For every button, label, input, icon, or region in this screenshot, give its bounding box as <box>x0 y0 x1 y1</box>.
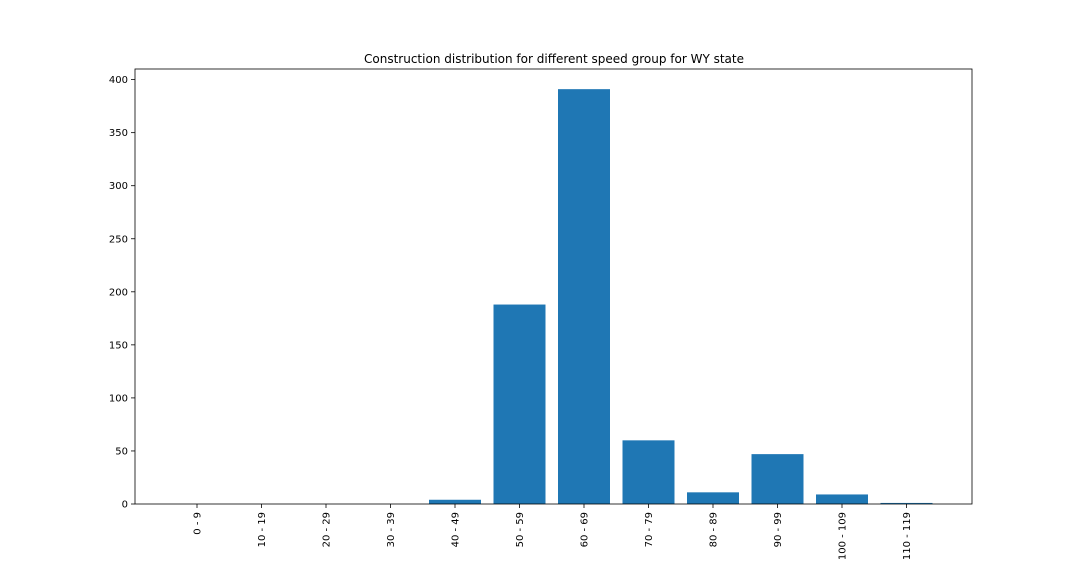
x-tick-label: 30 - 39 <box>386 512 397 547</box>
y-tick-label: 150 <box>109 340 128 351</box>
x-axis: 0 - 9 10 - 19 20 - 29 30 - 39 40 - 49 50 - 59… <box>193 504 913 560</box>
bar-40-49 <box>429 499 481 504</box>
bar-100-109 <box>816 494 868 504</box>
y-tick-label: 300 <box>109 181 128 192</box>
y-tick-label: 200 <box>109 287 128 298</box>
x-tick-label: 20 - 29 <box>322 512 333 547</box>
x-tick-label: 10 - 19 <box>257 512 268 547</box>
x-tick-label: 50 - 59 <box>515 512 526 547</box>
x-tick-label: 60 - 69 <box>580 512 591 547</box>
y-tick-label: 400 <box>109 75 128 86</box>
bar-90-99 <box>751 454 804 504</box>
bar-70-79 <box>622 440 675 504</box>
plot-frame <box>134 68 973 505</box>
x-tick-label: 90 - 99 <box>773 512 784 547</box>
y-axis: 0 50 100 150 200 250 300 350 400 <box>109 75 135 511</box>
bar-110-119 <box>880 502 933 504</box>
bar-60-69 <box>558 89 610 504</box>
y-tick-label: 50 <box>115 446 128 457</box>
y-tick-label: 250 <box>109 234 128 245</box>
bars-group <box>429 89 933 504</box>
chart-title: Construction distribution for different … <box>364 52 744 66</box>
x-tick-label: 100 - 109 <box>838 512 849 560</box>
x-tick-label: 0 - 9 <box>193 512 204 535</box>
x-tick-label: 70 - 79 <box>644 512 655 547</box>
y-tick-label: 100 <box>109 393 128 404</box>
bar-50-59 <box>493 304 546 504</box>
bar-80-89 <box>687 492 739 504</box>
y-tick-label: 0 <box>122 500 128 511</box>
y-tick-label: 350 <box>109 128 128 139</box>
x-tick-label: 110 - 119 <box>902 512 913 560</box>
x-tick-label: 80 - 89 <box>709 512 720 547</box>
x-tick-label: 40 - 49 <box>451 512 462 547</box>
